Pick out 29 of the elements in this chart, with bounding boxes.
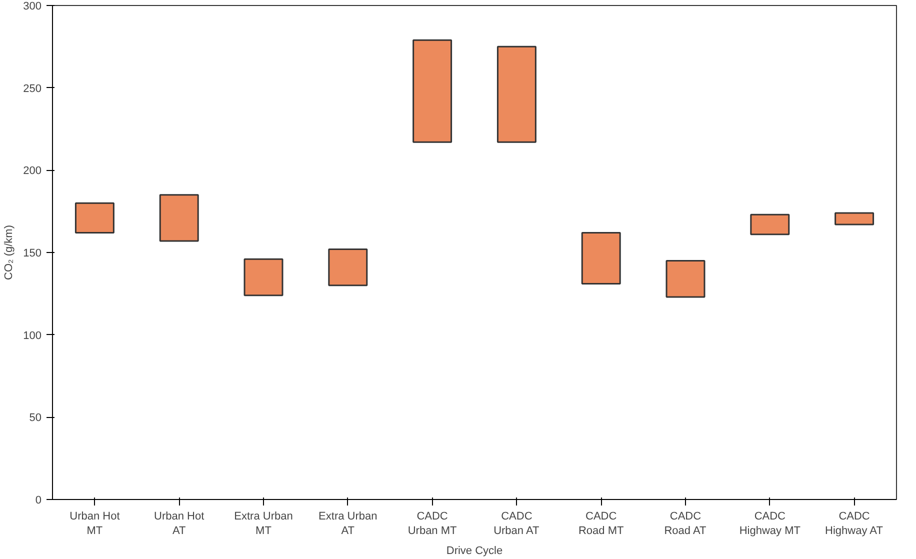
y-tick-label: 150: [23, 248, 42, 260]
x-tick-label: CADC Urban AT: [494, 510, 540, 537]
bar: [74, 202, 114, 234]
y-tick-label: 200: [23, 165, 42, 178]
x-tick-label: CADC Road AT: [664, 510, 706, 537]
bar: [159, 194, 199, 242]
x-tick-label: Urban Hot MT: [70, 510, 120, 537]
x-tick-label: CADC Urban MT: [408, 510, 458, 537]
bar: [666, 260, 706, 298]
x-axis-title: Drive Cycle: [446, 544, 503, 557]
y-axis-title: CO₂ (g/km): [3, 224, 16, 280]
bar: [581, 232, 621, 285]
x-tick-label: Extra Urban AT: [318, 510, 378, 537]
bar: [834, 212, 874, 226]
bar: [244, 258, 284, 296]
bar: [328, 248, 368, 286]
y-tick-label: 100: [23, 330, 42, 342]
bar: [496, 46, 536, 143]
x-tick-label: Urban Hot AT: [154, 510, 204, 537]
x-tick-label: CADC Highway MT: [739, 510, 801, 537]
y-tick-label: 300: [23, 0, 42, 12]
bar: [750, 214, 790, 236]
y-tick-label: 0: [35, 494, 42, 506]
y-tick-label: 250: [23, 82, 42, 95]
y-tick-label: 50: [29, 412, 42, 424]
x-tick-label: CADC Highway AT: [825, 510, 884, 537]
x-tick-label: Extra Urban MT: [234, 510, 293, 537]
x-tick-label: CADC Road MT: [578, 510, 624, 537]
bar: [412, 39, 452, 143]
